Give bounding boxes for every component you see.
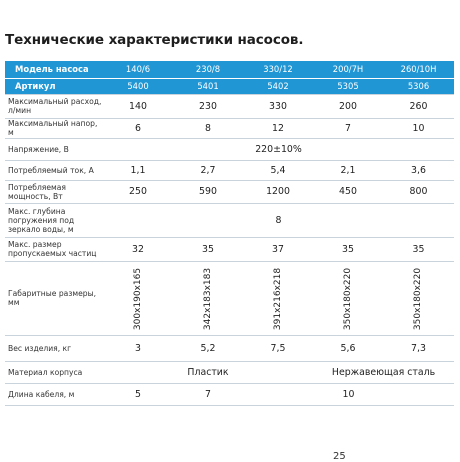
value-cell: 200: [313, 94, 383, 119]
dimensions-text: 350x180x220: [343, 267, 353, 330]
value-cell: 350x180x220: [383, 261, 454, 336]
value-cell: 300x190x165: [103, 261, 173, 336]
value-cell: 1,1: [103, 160, 173, 181]
article-cell: 5400: [103, 78, 173, 95]
table-row: Потребляемая мощность, Вт 250 590 1200 4…: [5, 180, 454, 204]
value-cell: 7,3: [383, 335, 454, 362]
model-cell: 230/8: [173, 61, 243, 79]
model-cell: 260/10H: [383, 61, 454, 79]
value-cell: 5,6: [313, 335, 383, 362]
value-cell: 7: [313, 118, 383, 139]
value-cell: 391x216x218: [243, 261, 313, 336]
table-row: Максимальный напор, м 6 8 12 7 10: [5, 118, 454, 139]
table-row: Макс. размер пропускаемых частиц 32 35 3…: [5, 237, 454, 262]
value-cell: 5,2: [173, 335, 243, 362]
page-title: Технические характеристики насосов.: [5, 32, 304, 48]
value-cell: 1200: [243, 180, 313, 204]
value-cell: 7: [173, 383, 243, 406]
row-label: Макс. глубина погружения под зеркало вод…: [5, 203, 103, 238]
value-cell: 140: [103, 94, 173, 119]
row-label: Потребляемая мощность, Вт: [5, 180, 103, 204]
value-cell: 5: [103, 383, 173, 406]
value-cell: 3,6: [383, 160, 454, 181]
value-cell: 10: [243, 383, 454, 406]
row-label: Максимальный расход, л/мин: [5, 94, 103, 119]
spec-table: Модель насоса 140/6 230/8 330/12 200/7H …: [5, 61, 454, 406]
value-cell: Нержавеющая сталь: [313, 361, 454, 384]
value-cell: 35: [313, 237, 383, 262]
article-cell: 5402: [243, 78, 313, 95]
value-cell: 35: [173, 237, 243, 262]
value-cell: 800: [383, 180, 454, 204]
dimensions-text: 391x216x218: [273, 267, 283, 330]
article-cell: 5401: [173, 78, 243, 95]
value-cell: 35: [383, 237, 454, 262]
row-label: Материал корпуса: [5, 361, 103, 384]
value-cell: 6: [103, 118, 173, 139]
table-row: Габаритные размеры, мм 300x190x165 342x1…: [5, 261, 454, 336]
table-row: Максимальный расход, л/мин 140 230 330 2…: [5, 94, 454, 119]
table-row: Макс. глубина погружения под зеркало вод…: [5, 203, 454, 238]
value-cell: 330: [243, 94, 313, 119]
article-cell: 5305: [313, 78, 383, 95]
value-cell: 230: [173, 94, 243, 119]
model-header-row: Модель насоса 140/6 230/8 330/12 200/7H …: [5, 61, 454, 79]
value-cell: 590: [173, 180, 243, 204]
dimensions-text: 350x180x220: [413, 267, 424, 330]
value-cell: 5,4: [243, 160, 313, 181]
table-row: Материал корпуса Пластик Нержавеющая ста…: [5, 361, 454, 384]
model-cell: 330/12: [243, 61, 313, 79]
model-cell: 200/7H: [313, 61, 383, 79]
table-row: Напряжение, В 220±10%: [5, 138, 454, 161]
row-label: Максимальный напор, м: [5, 118, 103, 139]
model-label: Модель насоса: [5, 61, 103, 79]
value-cell: 350x180x220: [313, 261, 383, 336]
table-row: Вес изделия, кг 3 5,2 7,5 5,6 7,3: [5, 335, 454, 362]
value-cell: 37: [243, 237, 313, 262]
row-label: Напряжение, В: [5, 138, 103, 161]
article-cell: 5306: [383, 78, 454, 95]
dimensions-text: 300x190x165: [133, 267, 143, 330]
article-header-row: Артикул 5400 5401 5402 5305 5306: [5, 78, 454, 95]
value-cell: 7,5: [243, 335, 313, 362]
article-label: Артикул: [5, 78, 103, 95]
row-label: Потребляемый ток, А: [5, 160, 103, 181]
table-row: Длина кабеля, м 5 7 10: [5, 383, 454, 406]
value-cell: 3: [103, 335, 173, 362]
value-cell: 10: [383, 118, 454, 139]
row-label: Вес изделия, кг: [5, 335, 103, 362]
value-cell: 250: [103, 180, 173, 204]
value-cell: Пластик: [103, 361, 313, 384]
value-cell: 342x183x183: [173, 261, 243, 336]
page-number: 25: [333, 451, 346, 462]
value-cell: 260: [383, 94, 454, 119]
row-label: Макс. размер пропускаемых частиц: [5, 237, 103, 262]
value-cell: 12: [243, 118, 313, 139]
value-cell: 2,1: [313, 160, 383, 181]
value-cell: 8: [173, 118, 243, 139]
value-cell: 2,7: [173, 160, 243, 181]
value-cell: 450: [313, 180, 383, 204]
model-cell: 140/6: [103, 61, 173, 79]
row-label: Габаритные размеры, мм: [5, 261, 103, 336]
row-label: Длина кабеля, м: [5, 383, 103, 406]
table-row: Потребляемый ток, А 1,1 2,7 5,4 2,1 3,6: [5, 160, 454, 181]
value-cell: 32: [103, 237, 173, 262]
value-cell: 8: [103, 203, 454, 238]
dimensions-text: 342x183x183: [203, 267, 213, 330]
value-cell: 220±10%: [103, 138, 454, 161]
